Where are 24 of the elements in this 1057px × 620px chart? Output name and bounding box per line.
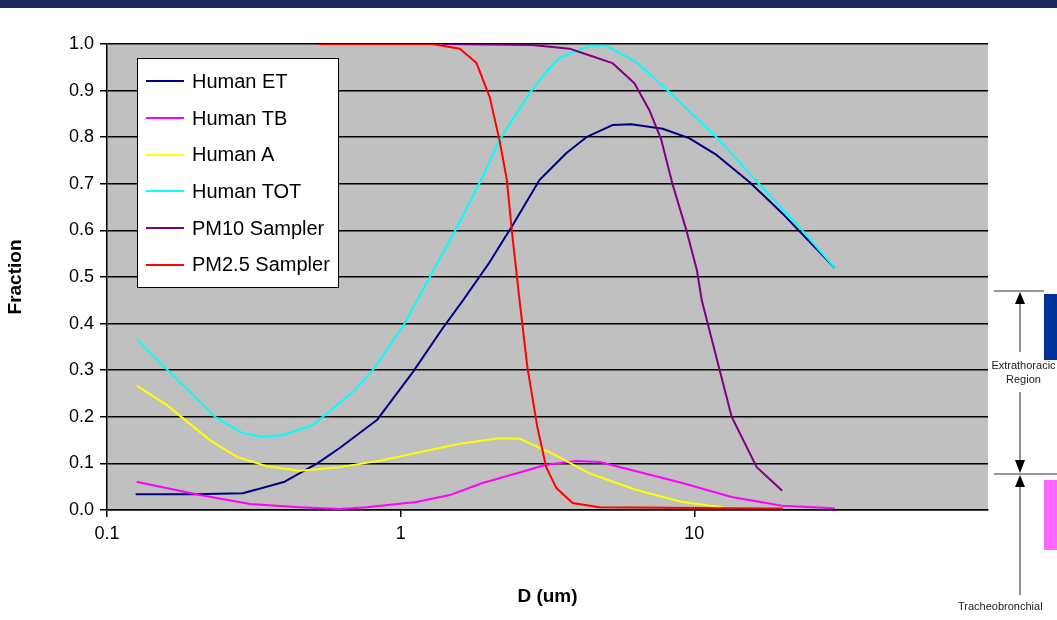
legend-label: PM2.5 Sampler: [192, 253, 330, 277]
y-tick-label: 0.8: [68, 126, 94, 147]
legend-label: Human ET: [192, 69, 288, 93]
legend-label: Human A: [192, 143, 275, 167]
text: Tracheobronchial: [958, 600, 1043, 612]
y-tick-label: 0.7: [68, 172, 94, 193]
y-tick-label: 0.1: [68, 452, 94, 473]
y-tick-label: 0.2: [68, 405, 94, 426]
legend-label: PM10 Sampler: [192, 216, 325, 240]
x-tick-label: 10: [684, 522, 705, 543]
x-tick-label: 1: [395, 522, 406, 543]
y-tick-label: 0.0: [68, 498, 94, 519]
x-axis-title: D (um): [517, 584, 578, 606]
y-tick-label: 0.6: [68, 219, 94, 240]
y-tick-label: 0.9: [68, 79, 94, 100]
y-tick-label: 0.5: [68, 265, 94, 286]
y-tick-label: 0.3: [68, 359, 94, 380]
legend-label: Human TB: [192, 106, 288, 130]
y-tick-label: 0.4: [68, 312, 94, 333]
text: Extrathoracic Region: [990, 358, 1057, 386]
y-axis-title: Fraction: [3, 239, 25, 315]
legend-label: Human TOT: [192, 179, 302, 203]
x-tick-label: 0.1: [94, 522, 120, 543]
y-tick-label: 1.0: [68, 32, 94, 53]
